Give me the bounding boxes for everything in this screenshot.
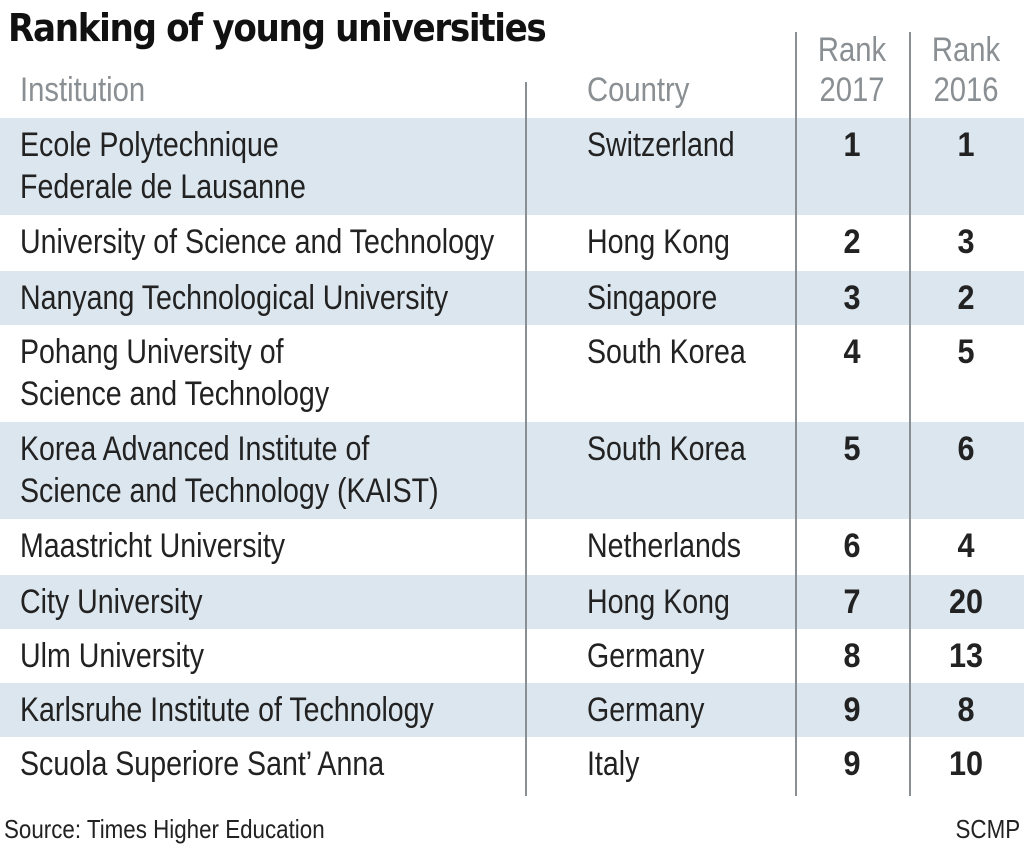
table-row: Ecole Polytechnique Federale de Lausanne S… (0, 118, 1024, 215)
country-cell: Hong Kong (587, 223, 730, 261)
rank-2017-cell: 7 (843, 583, 861, 621)
table-row: Maastricht University Netherlands 6 4 (0, 519, 1024, 575)
rank-2017-cell: 5 (843, 430, 861, 468)
country-cell: Italy (587, 745, 640, 783)
institution-cell: Pohang University of Science and Technolo… (20, 331, 329, 415)
country-cell: Netherlands (587, 527, 742, 565)
header-rank-2017: Rank 2017 (805, 30, 900, 110)
rank-2016-cell: 20 (948, 583, 984, 621)
institution-line: City University (20, 583, 203, 621)
country-cell: Switzerland (587, 126, 735, 164)
table-row: Korea Advanced Institute of Science and T… (0, 422, 1024, 519)
country-cell: Germany (587, 691, 705, 729)
institution-cell: Korea Advanced Institute of Science and T… (20, 428, 439, 512)
rank-2017-cell: 1 (843, 126, 861, 164)
header-institution: Institution (20, 71, 146, 109)
ranking-table: Ecole Polytechnique Federale de Lausanne S… (0, 118, 1024, 797)
institution-line: Ecole Polytechnique (20, 126, 279, 164)
institution-cell: Nanyang Technological University (20, 277, 448, 319)
table-row: City University Hong Kong 7 20 (0, 575, 1024, 629)
table-row: Pohang University of Science and Technolo… (0, 325, 1024, 422)
rank-2017-cell: 2 (843, 223, 861, 261)
institution-line: Nanyang Technological University (20, 279, 449, 317)
table-row: Nanyang Technological University Singapor… (0, 271, 1024, 325)
institution-cell: Scuola Superiore Sant’ Anna (20, 743, 384, 785)
institution-line: Science and Technology (KAIST) (20, 472, 439, 510)
institution-line: University of Science and Technology (20, 223, 495, 261)
table-row: Ulm University Germany 8 13 (0, 629, 1024, 683)
country-cell: Singapore (587, 279, 718, 317)
institution-line: Pohang University of (20, 333, 284, 371)
institution-line: Federale de Lausanne (20, 168, 306, 206)
country-cell: South Korea (587, 430, 746, 468)
country-cell: South Korea (587, 333, 746, 371)
institution-line: Karlsruhe Institute of Technology (20, 691, 434, 729)
rank-2017-cell: 4 (843, 333, 861, 371)
institution-line: Korea Advanced Institute of (20, 430, 370, 468)
institution-line: Maastricht University (20, 527, 286, 565)
rank-2017-cell: 6 (843, 527, 861, 565)
column-divider-rank-2016 (909, 32, 911, 796)
institution-line: Scuola Superiore Sant’ Anna (20, 745, 385, 783)
rank-2017-cell: 9 (843, 691, 861, 729)
institution-cell: University of Science and Technology (20, 221, 494, 263)
column-divider-rank-2017 (795, 32, 797, 796)
rank-2016-cell: 8 (957, 691, 975, 729)
header-rank-2016-line2: 2016 (933, 71, 999, 109)
header-rank-2017-line2: 2017 (819, 71, 885, 109)
country-cell: Germany (587, 637, 705, 675)
institution-line: Ulm University (20, 637, 205, 675)
institution-cell: Ulm University (20, 635, 204, 677)
institution-cell: Ecole Polytechnique Federale de Lausanne (20, 124, 306, 208)
header-country: Country (587, 71, 690, 109)
rank-2016-cell: 2 (957, 279, 975, 317)
rank-2017-cell: 8 (843, 637, 861, 675)
credit-label: SCMP (955, 814, 1020, 844)
header-rank-2017-line1: Rank (817, 31, 887, 69)
rank-2017-cell: 9 (843, 745, 861, 783)
rank-2016-cell: 10 (948, 745, 984, 783)
rank-2016-cell: 13 (948, 637, 984, 675)
table-row: Scuola Superiore Sant’ Anna Italy 9 10 (0, 737, 1024, 797)
institution-cell: Maastricht University (20, 525, 285, 567)
institution-cell: City University (20, 581, 202, 623)
rank-2016-cell: 5 (957, 333, 975, 371)
country-cell: Hong Kong (587, 583, 730, 621)
rank-2016-cell: 6 (957, 430, 975, 468)
chart-title: Ranking of young universities (8, 6, 547, 50)
rank-2016-cell: 3 (957, 223, 975, 261)
source-note: Source: Times Higher Education (4, 814, 325, 844)
rank-2016-cell: 4 (957, 527, 975, 565)
rank-2017-cell: 3 (843, 279, 861, 317)
institution-line: Science and Technology (20, 375, 330, 413)
header-rank-2016-line1: Rank (931, 31, 1001, 69)
header-rank-2016: Rank 2016 (919, 30, 1014, 110)
rank-2016-cell: 1 (957, 126, 975, 164)
table-row: University of Science and Technology Hong… (0, 215, 1024, 271)
table-row: Karlsruhe Institute of Technology Germany… (0, 683, 1024, 737)
column-divider-country (525, 82, 527, 796)
institution-cell: Karlsruhe Institute of Technology (20, 689, 434, 731)
